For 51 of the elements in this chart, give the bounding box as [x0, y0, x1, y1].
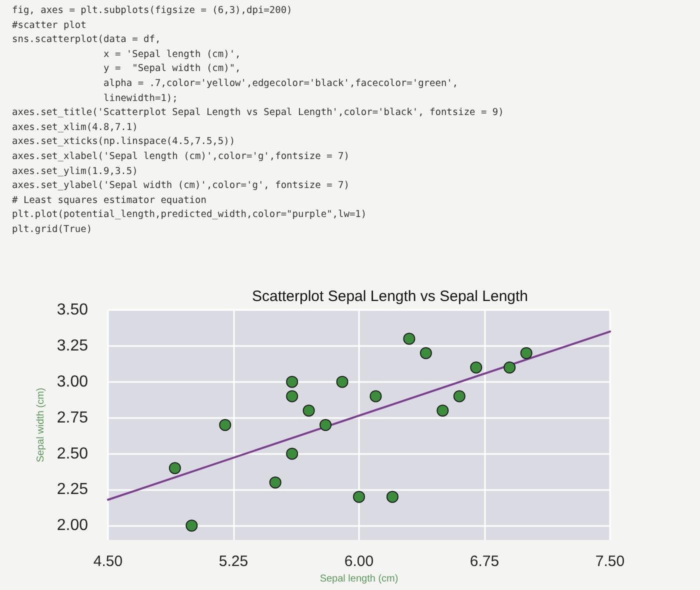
point [320, 419, 332, 431]
text: axes.set_title('Scatterplot Sepal Length vs Sepal Length',color='black', fontsize = 9) [12, 106, 505, 120]
text: x = 'Sepal length (cm)', [102, 48, 242, 62]
point [186, 520, 198, 532]
point [453, 390, 466, 402]
text: fig, axes = plt.subplots(figsize = (6,3),dpi=200) [12, 4, 294, 18]
text: plt.grid(True) [12, 222, 94, 237]
point [286, 376, 298, 388]
point [436, 404, 449, 417]
text: plt.plot(potential_length,predicted_width,color="purple",lw=1) [12, 208, 368, 222]
point [168, 462, 181, 474]
point [219, 419, 232, 431]
point [302, 404, 315, 417]
point [286, 448, 298, 460]
text: linewidth=1); [102, 92, 179, 106]
x-tick-label: 5.25 [218, 553, 248, 570]
y-tick-label: 2.25 [56, 481, 88, 498]
text: axes.set_xticks(np.linspace(4.5,7.5,5)) [12, 135, 236, 150]
point [403, 332, 416, 345]
text: alpha = .7,color='yellow',edgecolor='black',facecolor='green', [102, 76, 460, 91]
point [470, 362, 482, 374]
x-axis-title: Sepal length (cm) [320, 574, 398, 584]
y-tick-label: 3.50 [56, 302, 88, 318]
x-tick-label: 6.75 [470, 553, 500, 570]
y-axis-title: Sepal width (cm) [35, 388, 46, 462]
point [520, 347, 532, 360]
point [269, 476, 282, 488]
point [420, 347, 432, 360]
x-tick-label: 7.50 [595, 553, 625, 570]
text: axes.set_xlabel('Sepal length (cm)',color='g',fontsize = 7) [12, 150, 350, 164]
y-tick-label: 2.00 [56, 517, 88, 534]
point [336, 376, 348, 388]
x-tick-label: 6.00 [344, 553, 374, 570]
point [370, 390, 382, 402]
y-tick-label: 3.00 [56, 373, 88, 390]
y-tick-label: 3.25 [56, 337, 88, 354]
text: axes.set_ylabel('Sepal width (cm)',color='g', fontsize = 7) [12, 179, 350, 194]
text: #scatter plot [12, 18, 88, 33]
point [286, 390, 298, 402]
text: sns.scatterplot(data = df, [12, 33, 162, 48]
text: axes.set_ylim(1.9,3.5) [12, 164, 139, 179]
text: axes.set_xlim(4.8,7.1) [12, 120, 139, 135]
point [353, 490, 365, 503]
chart-title: Scatterplot Sepal Length vs Sepal Length [252, 288, 528, 305]
point [386, 490, 398, 503]
y-tick-label: 2.75 [56, 409, 88, 426]
point [504, 362, 516, 374]
x-tick-label: 4.50 [93, 553, 123, 570]
text: y = "Sepal width (cm)", [102, 62, 242, 76]
y-tick-label: 2.50 [56, 445, 88, 462]
text: # Least squares estimator equation [12, 194, 208, 208]
